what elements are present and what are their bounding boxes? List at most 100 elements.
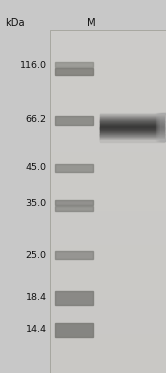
Bar xyxy=(55,206,93,211)
Bar xyxy=(50,195,166,199)
Bar xyxy=(50,119,166,123)
Bar xyxy=(55,323,93,337)
Bar xyxy=(100,117,164,118)
Bar xyxy=(50,332,166,336)
Bar xyxy=(50,311,166,316)
Bar xyxy=(100,122,164,123)
Bar xyxy=(100,121,164,123)
Bar xyxy=(50,40,166,45)
Bar xyxy=(50,345,166,350)
Bar xyxy=(100,119,164,120)
Bar xyxy=(50,51,166,55)
Bar xyxy=(50,232,166,237)
Bar xyxy=(50,129,166,134)
Bar xyxy=(50,116,166,120)
Bar xyxy=(50,75,166,79)
Bar xyxy=(50,198,166,203)
Bar xyxy=(50,170,166,175)
Bar xyxy=(55,62,93,67)
Bar xyxy=(100,128,164,129)
Bar xyxy=(50,47,166,51)
Bar xyxy=(100,132,164,134)
Bar xyxy=(100,131,164,132)
Bar xyxy=(50,243,166,247)
Bar xyxy=(50,246,166,251)
Bar xyxy=(100,113,164,114)
Bar xyxy=(161,113,166,141)
Bar xyxy=(100,135,164,136)
Bar xyxy=(50,140,166,144)
Bar xyxy=(50,123,166,127)
Bar xyxy=(50,356,166,360)
Bar xyxy=(55,251,93,259)
Bar xyxy=(50,212,166,216)
Bar xyxy=(100,124,164,125)
Bar xyxy=(55,200,93,205)
Text: 45.0: 45.0 xyxy=(25,163,46,172)
Bar xyxy=(50,30,166,373)
Bar xyxy=(50,339,166,343)
Bar xyxy=(50,34,166,38)
Bar xyxy=(100,135,164,137)
Bar xyxy=(100,126,164,127)
Bar xyxy=(50,301,166,305)
Bar xyxy=(100,134,164,135)
Bar xyxy=(50,102,166,106)
Bar xyxy=(50,250,166,254)
Bar xyxy=(50,335,166,340)
Bar xyxy=(50,349,166,354)
Bar xyxy=(100,140,164,141)
Bar xyxy=(50,78,166,82)
Bar xyxy=(100,116,164,117)
Bar xyxy=(50,215,166,220)
Bar xyxy=(50,304,166,309)
Bar xyxy=(50,352,166,357)
Bar xyxy=(158,113,166,141)
Bar xyxy=(50,57,166,62)
Bar xyxy=(50,98,166,103)
Bar xyxy=(50,178,166,182)
Bar xyxy=(50,291,166,295)
Bar xyxy=(50,315,166,319)
Bar xyxy=(55,116,93,125)
Bar xyxy=(50,143,166,148)
Bar xyxy=(100,132,164,133)
Bar xyxy=(50,92,166,96)
Bar xyxy=(50,328,166,333)
Bar xyxy=(50,106,166,110)
Bar xyxy=(50,318,166,323)
Text: 14.4: 14.4 xyxy=(25,326,46,335)
Bar xyxy=(157,113,165,141)
Bar xyxy=(100,129,164,130)
Bar xyxy=(50,85,166,89)
Text: kDa: kDa xyxy=(5,18,25,28)
Bar xyxy=(50,167,166,172)
Bar xyxy=(159,113,166,141)
Bar xyxy=(50,174,166,179)
Bar xyxy=(50,277,166,281)
Bar xyxy=(50,112,166,117)
Text: 25.0: 25.0 xyxy=(25,251,46,260)
Bar xyxy=(50,136,166,141)
Bar xyxy=(50,68,166,72)
Bar xyxy=(50,71,166,76)
Bar xyxy=(100,123,164,125)
Bar xyxy=(100,140,164,141)
Bar xyxy=(100,120,164,121)
Bar xyxy=(160,113,166,141)
Bar xyxy=(100,114,164,115)
Bar xyxy=(162,113,166,141)
Bar xyxy=(50,88,166,93)
Bar xyxy=(100,115,164,116)
Bar xyxy=(100,138,164,139)
Bar xyxy=(50,342,166,347)
Bar xyxy=(100,119,164,120)
Bar xyxy=(50,54,166,59)
Bar xyxy=(50,273,166,278)
Bar xyxy=(55,68,93,75)
Bar xyxy=(100,131,164,132)
Bar xyxy=(100,137,164,138)
Bar xyxy=(156,113,164,141)
Bar xyxy=(50,61,166,65)
Bar xyxy=(50,229,166,233)
